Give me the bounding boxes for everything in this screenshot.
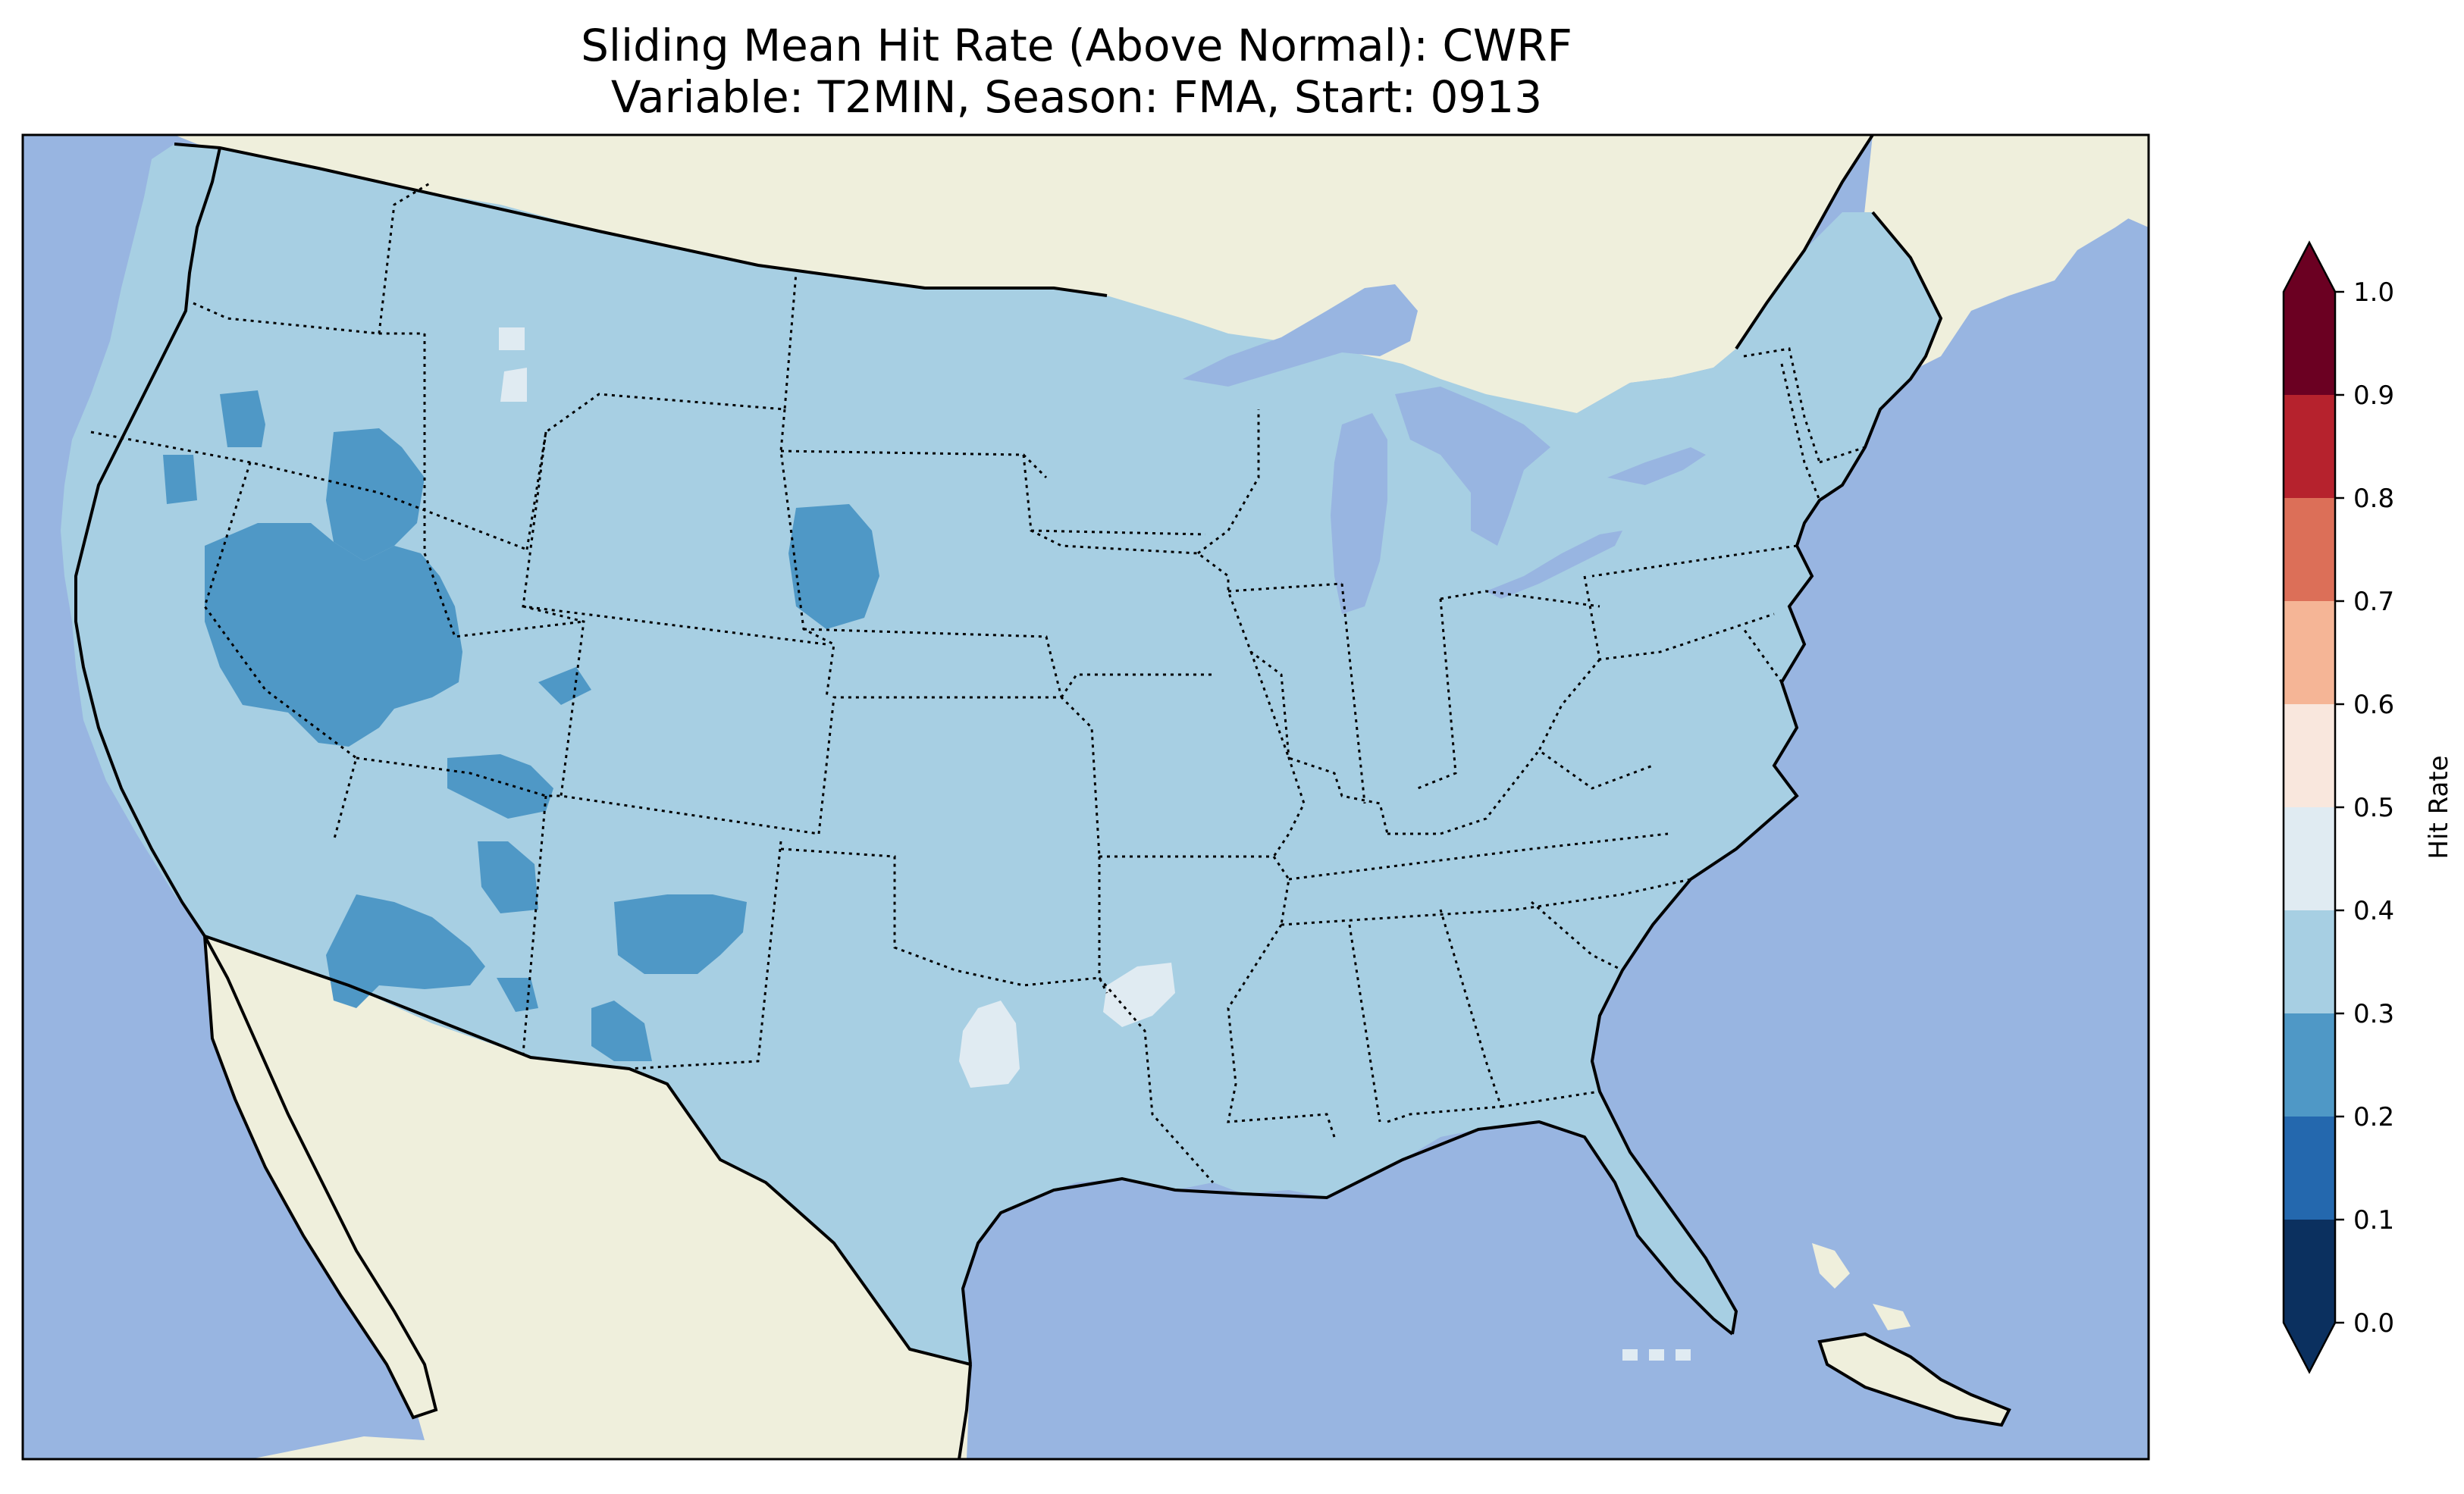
- colorbar-outline: [2282, 240, 2337, 1374]
- colorbar-bin-9: [2284, 292, 2335, 395]
- patch-southeast-oklahoma: [1103, 963, 1175, 1027]
- colorbar-bin-1: [2284, 1117, 2335, 1220]
- st-lawrence-coast: [1735, 135, 1874, 350]
- high-hit-rate-patches: [499, 327, 1691, 1361]
- patch-oregon-west: [163, 455, 197, 504]
- colorbar-tick-label: 0.5: [2353, 793, 2394, 823]
- lake-erie: [1486, 531, 1622, 599]
- newfoundland-land: [2100, 144, 2149, 227]
- patch-eastern-oregon: [220, 390, 265, 447]
- patch-north-idaho: [499, 327, 527, 402]
- patch-new-mexico: [614, 894, 747, 974]
- east-coast: [1590, 211, 1943, 1335]
- baja-california-land: [205, 936, 436, 1417]
- colorbar: 0.0 0.1 0.2 0.3 0.4 0.5 0.6 0.7 0.8 0.9 1.0 Hit Ra…: [2282, 240, 2454, 1374]
- colorbar-tick-label: 1.0: [2353, 277, 2394, 308]
- colorbar-label: Hit Rate: [2424, 755, 2454, 859]
- lake-ontario: [1607, 447, 1706, 485]
- map-frame: [21, 133, 2150, 1461]
- colorbar-tick-label: 0.4: [2353, 896, 2394, 926]
- patch-utah-south: [447, 754, 553, 819]
- patch-arizona-south-small: [497, 978, 538, 1012]
- patch-gulf-dots: [1622, 1349, 1691, 1361]
- colorbar-bin-5: [2284, 704, 2335, 807]
- state-borders: [90, 180, 1866, 1183]
- patch-nebraska-west: [788, 504, 879, 629]
- chart-title-line-1: Sliding Mean Hit Rate (Above Normal): CW…: [581, 20, 1572, 71]
- colorbar-bin-8: [2284, 395, 2335, 498]
- lake-superior: [1183, 284, 1418, 387]
- patch-arizona-south: [326, 894, 485, 1008]
- west-coast: [74, 147, 221, 938]
- bahamas-land: [1812, 1243, 1911, 1330]
- low-hit-rate-patches: [163, 390, 879, 1061]
- colorbar-tick-label: 0.1: [2353, 1205, 2394, 1236]
- patch-arizona-central: [478, 841, 538, 913]
- us-mexico-border: [204, 935, 971, 1366]
- colorbar-tick-label: 0.8: [2353, 484, 2394, 514]
- colorbar-under-arrow: [2284, 1323, 2335, 1372]
- lake-huron: [1395, 387, 1550, 546]
- gulf-coast: [961, 1120, 1734, 1365]
- colorbar-bin-0: [2284, 1220, 2335, 1323]
- patch-idaho-south: [326, 428, 425, 561]
- us-canada-border: [174, 143, 1108, 297]
- cuba-coast: [1817, 1332, 2011, 1427]
- baja-coast: [203, 935, 438, 1420]
- patch-new-mexico-sw: [591, 1001, 652, 1061]
- colorbar-bin-2: [2284, 1013, 2335, 1117]
- colorbar-tick-label: 0.9: [2353, 381, 2394, 411]
- colorbar-bin-4: [2284, 807, 2335, 910]
- colorbar-tick-label: 0.2: [2353, 1102, 2394, 1132]
- patch-west-texas: [959, 1001, 1020, 1088]
- chart-title-line-2: Variable: T2MIN, Season: FMA, Start: 091…: [610, 71, 1543, 123]
- colorbar-bin-7: [2284, 498, 2335, 601]
- patch-utah-east: [538, 667, 591, 705]
- colorbar-tick-label: 0.7: [2353, 587, 2394, 617]
- cuba-land: [1820, 1334, 2009, 1425]
- patch-nevada: [205, 523, 462, 747]
- colorbar-tick-label: 0.3: [2353, 999, 2394, 1029]
- colorbar-tick-label: 0.0: [2353, 1308, 2394, 1339]
- colorbar-tick-label: 0.6: [2353, 690, 2394, 720]
- colorbar-over-arrow: [2284, 243, 2335, 292]
- great-lakes: [1183, 284, 1706, 614]
- coastlines-and-borders: [74, 135, 2011, 1459]
- mexico-gulf-coast: [958, 1364, 972, 1459]
- colorbar-bin-3: [2284, 910, 2335, 1013]
- lake-michigan: [1331, 413, 1387, 614]
- colorbar-bin-6: [2284, 601, 2335, 704]
